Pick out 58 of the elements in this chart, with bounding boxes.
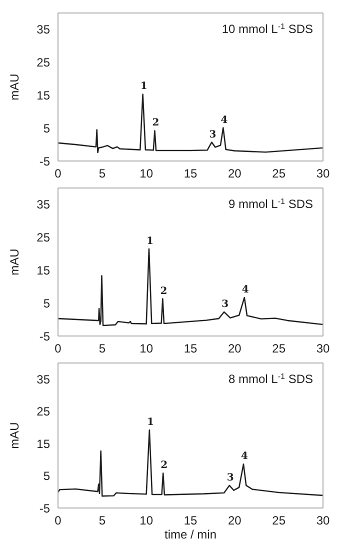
- y-axis-title: mAU: [7, 74, 22, 100]
- y-tick-label: 15: [36, 436, 50, 451]
- x-tick-label: 25: [272, 166, 286, 181]
- x-tick-label: 0: [54, 514, 62, 528]
- annotation: 1: [146, 236, 154, 247]
- x-tick-label: 30: [316, 166, 330, 181]
- annotation: 2: [160, 286, 168, 297]
- annotation: 3: [209, 129, 216, 140]
- x-axis-title: time / min: [164, 528, 217, 542]
- x-tick-label: 10: [140, 342, 154, 356]
- annotation: 2: [160, 460, 168, 472]
- y-tick-label: 15: [36, 263, 50, 278]
- y-tick-label: 15: [36, 88, 50, 102]
- y-tick-label: 35: [36, 198, 50, 212]
- annotation: 3: [226, 472, 234, 484]
- x-tick-label: 5: [98, 514, 106, 528]
- x-tick-label: 20: [228, 166, 242, 181]
- annotation: 3: [222, 298, 229, 310]
- x-tick-label: 30: [316, 514, 330, 528]
- x-tick-label: 10: [140, 514, 154, 528]
- y-tick-label: 25: [36, 404, 50, 419]
- x-tick-label: 20: [228, 342, 242, 356]
- x-tick-label: 25: [272, 342, 286, 356]
- x-tick-label: 10: [140, 166, 154, 181]
- y-tick-label: 25: [36, 56, 50, 70]
- annotation: 2: [152, 118, 160, 129]
- y-tick-label: 5: [43, 469, 50, 484]
- y-axis-title: mAU: [7, 248, 22, 276]
- annotation: 4: [220, 114, 228, 126]
- annotation: 10 mmol L$^{-1}$ SDS: [222, 22, 313, 36]
- annotation: 1: [140, 81, 148, 92]
- x-tick-label: 20: [228, 514, 242, 528]
- y-tick-label: -5: [39, 501, 50, 516]
- x-tick-label: 15: [184, 342, 198, 356]
- y-tick-label: 35: [36, 22, 50, 37]
- annotation: 4: [242, 284, 249, 296]
- annotation: 4: [241, 451, 248, 462]
- x-tick-label: 5: [98, 342, 106, 356]
- x-tick-label: 0: [54, 342, 62, 356]
- annotation: 1: [146, 417, 154, 428]
- x-tick-label: 5: [98, 166, 106, 181]
- line-series: [58, 429, 323, 497]
- x-tick-label: 15: [184, 514, 198, 528]
- y-tick-label: 5: [43, 121, 50, 136]
- x-tick-label: 15: [184, 166, 198, 181]
- y-tick-label: -5: [39, 154, 50, 168]
- y-tick-label: 25: [36, 230, 50, 245]
- y-axis-title: mAU: [7, 422, 22, 449]
- y-tick-label: -5: [39, 329, 50, 344]
- y-tick-label: 5: [43, 296, 50, 310]
- x-tick-label: 30: [316, 342, 330, 356]
- x-tick-label: 0: [54, 166, 62, 181]
- line-series: [58, 248, 323, 326]
- x-tick-label: 25: [272, 514, 286, 528]
- annotation: 8 mmol L$^{-1}$ SDS: [228, 372, 313, 386]
- annotation: 9 mmol L$^{-1}$ SDS: [228, 196, 313, 211]
- line-series: [58, 94, 323, 154]
- y-tick-label: 35: [36, 372, 50, 386]
